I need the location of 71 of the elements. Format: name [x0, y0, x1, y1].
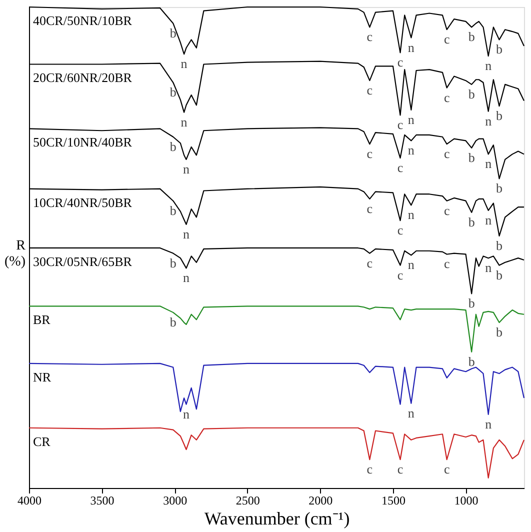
annotation: c: [444, 202, 450, 218]
y-axis-title: R (%): [4, 238, 26, 270]
annotation: n: [180, 114, 188, 130]
annotation: n: [485, 113, 492, 128]
annotation: n: [408, 207, 415, 222]
annotation: n: [485, 416, 492, 432]
annotation: n: [182, 270, 190, 286]
annotation: b: [468, 86, 475, 102]
annotation: n: [408, 257, 415, 272]
annotation: c: [444, 32, 450, 47]
series-label: CR: [33, 434, 51, 449]
annotation: b: [496, 267, 502, 282]
annotation: b: [496, 42, 502, 57]
annotation: c: [397, 54, 404, 70]
annotation: c: [444, 256, 450, 272]
annotation: b: [496, 324, 502, 340]
annotation: n: [408, 40, 415, 55]
annotation: b: [170, 314, 176, 330]
annotation: c: [397, 462, 404, 477]
annotation: c: [444, 146, 450, 162]
x-tick-label: 2000: [308, 494, 333, 508]
series-label: 20CR/60NR/20BR: [33, 70, 132, 86]
annotation: b: [496, 108, 502, 124]
annotation: c: [397, 267, 404, 282]
series-label: NR: [33, 369, 52, 384]
series-label: 40CR/50NR/10BR: [33, 13, 132, 28]
x-tick-label: 2500: [236, 494, 260, 508]
x-tick-label: 1000: [454, 494, 478, 508]
series-label: 10CR/40NR/50BR: [33, 194, 132, 210]
annotation: b: [496, 238, 502, 253]
x-tick-label: 1500: [381, 494, 406, 508]
annotation: c: [366, 29, 373, 44]
x-axis-title: Wavenumber (cm⁻¹): [204, 508, 350, 528]
annotation: c: [366, 82, 373, 98]
annotation: n: [408, 112, 415, 127]
annotation: c: [397, 160, 404, 176]
x-tick-label: 3000: [163, 494, 188, 508]
annotation: b: [468, 354, 475, 369]
x-tick-label: 3500: [90, 494, 114, 508]
annotation: c: [366, 146, 373, 162]
annotation: b: [468, 296, 475, 311]
annotation: c: [444, 90, 450, 105]
annotation: b: [170, 84, 176, 100]
annotation: b: [170, 138, 176, 154]
annotation: n: [182, 406, 190, 422]
annotation: c: [397, 117, 404, 132]
annotation: n: [485, 156, 492, 172]
annotation: b: [468, 29, 475, 44]
annotation: b: [170, 25, 176, 40]
annotation: n: [408, 405, 415, 420]
annotation: c: [397, 222, 404, 238]
x-tick-label: 4000: [18, 494, 42, 508]
annotation: n: [182, 226, 190, 242]
annotation: c: [366, 462, 373, 477]
annotation: b: [468, 214, 475, 230]
annotation: c: [366, 255, 373, 270]
annotation: n: [485, 212, 492, 228]
annotation: b: [170, 202, 176, 218]
annotation: n: [408, 142, 415, 158]
series-label: 50CR/10NR/40BR: [33, 134, 132, 150]
annotation: n: [182, 161, 190, 176]
annotation: b: [496, 180, 502, 196]
annotation: c: [366, 200, 373, 216]
annotation: n: [180, 56, 188, 72]
annotation: n: [485, 58, 492, 74]
annotation: c: [444, 462, 450, 477]
series-label: 30CR/05NR/65BR: [33, 254, 132, 269]
annotation: b: [468, 150, 475, 165]
annotation: b: [170, 255, 176, 270]
annotation: n: [485, 260, 492, 276]
series-label: BR: [33, 312, 51, 328]
